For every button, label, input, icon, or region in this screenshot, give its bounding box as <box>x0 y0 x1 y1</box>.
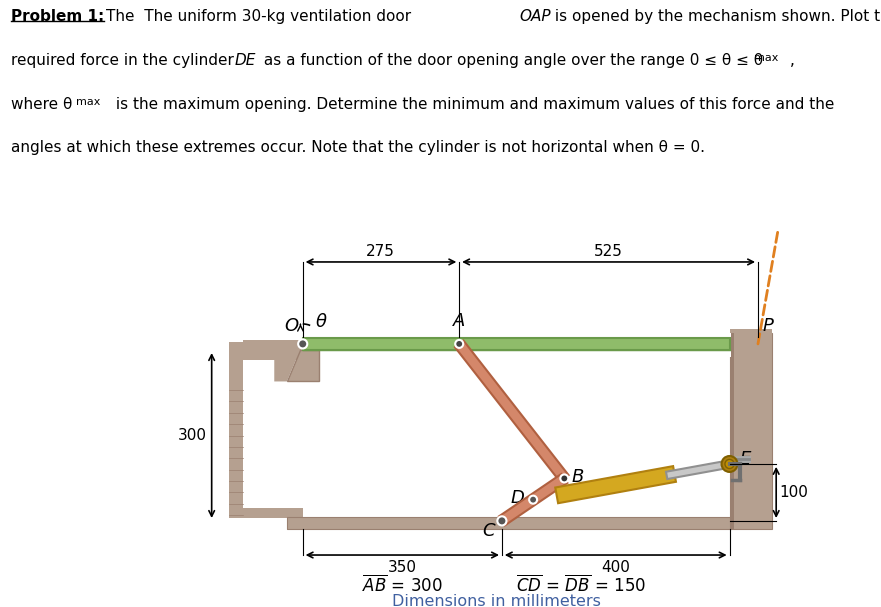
Bar <box>229 508 303 518</box>
Text: E: E <box>740 450 751 469</box>
Text: C: C <box>483 522 495 540</box>
Bar <box>713 333 730 357</box>
Bar <box>243 341 303 361</box>
Text: ,: , <box>789 53 795 68</box>
Text: DE: DE <box>234 53 255 68</box>
Text: $\overline{AB}$ = 300: $\overline{AB}$ = 300 <box>362 575 442 596</box>
Bar <box>729 328 773 344</box>
Text: 275: 275 <box>366 243 395 259</box>
Circle shape <box>529 496 537 504</box>
Bar <box>729 333 773 529</box>
Polygon shape <box>455 341 568 482</box>
Text: 300: 300 <box>178 428 207 443</box>
Text: is opened by the mechanism shown. Plot the: is opened by the mechanism shown. Plot t… <box>550 9 881 24</box>
Circle shape <box>298 339 307 348</box>
Text: 525: 525 <box>594 243 623 259</box>
Text: O: O <box>284 317 298 335</box>
Text: $\overline{CD}$ = $\overline{DB}$ = 150: $\overline{CD}$ = $\overline{DB}$ = 150 <box>516 575 647 596</box>
Bar <box>287 517 730 529</box>
Text: P: P <box>763 317 774 335</box>
Circle shape <box>725 459 734 469</box>
Bar <box>229 342 243 518</box>
Polygon shape <box>306 350 319 381</box>
Polygon shape <box>287 350 319 381</box>
Circle shape <box>498 517 507 526</box>
Text: as a function of the door opening angle over the range 0 ≤ θ ≤ θ: as a function of the door opening angle … <box>259 53 763 68</box>
Text: where θ: where θ <box>11 97 72 112</box>
Bar <box>729 333 734 529</box>
Text: required force in the cylinder: required force in the cylinder <box>11 53 239 68</box>
Text: D: D <box>510 489 524 507</box>
Text: OAP: OAP <box>520 9 552 24</box>
Text: The  The uniform 30-kg ventilation door: The The uniform 30-kg ventilation door <box>106 9 416 24</box>
Polygon shape <box>499 474 567 525</box>
Text: Problem 1:: Problem 1: <box>11 9 104 24</box>
Text: A: A <box>453 312 465 330</box>
Text: B: B <box>571 468 583 486</box>
Polygon shape <box>274 350 300 381</box>
Polygon shape <box>555 466 676 503</box>
Text: max: max <box>76 97 100 106</box>
Polygon shape <box>666 460 730 479</box>
Text: max: max <box>754 53 779 63</box>
Text: Dimensions in millimeters: Dimensions in millimeters <box>392 594 601 607</box>
Circle shape <box>560 475 568 483</box>
Circle shape <box>722 456 737 472</box>
Text: is the maximum opening. Determine the minimum and maximum values of this force a: is the maximum opening. Determine the mi… <box>111 97 834 112</box>
Circle shape <box>455 340 463 348</box>
Text: angles at which these extremes occur. Note that the cylinder is not horizontal w: angles at which these extremes occur. No… <box>11 140 705 155</box>
Bar <box>303 337 729 350</box>
Text: $\theta$: $\theta$ <box>315 313 328 331</box>
Text: 350: 350 <box>388 560 417 575</box>
Text: 100: 100 <box>780 485 809 500</box>
Text: 400: 400 <box>601 560 630 575</box>
